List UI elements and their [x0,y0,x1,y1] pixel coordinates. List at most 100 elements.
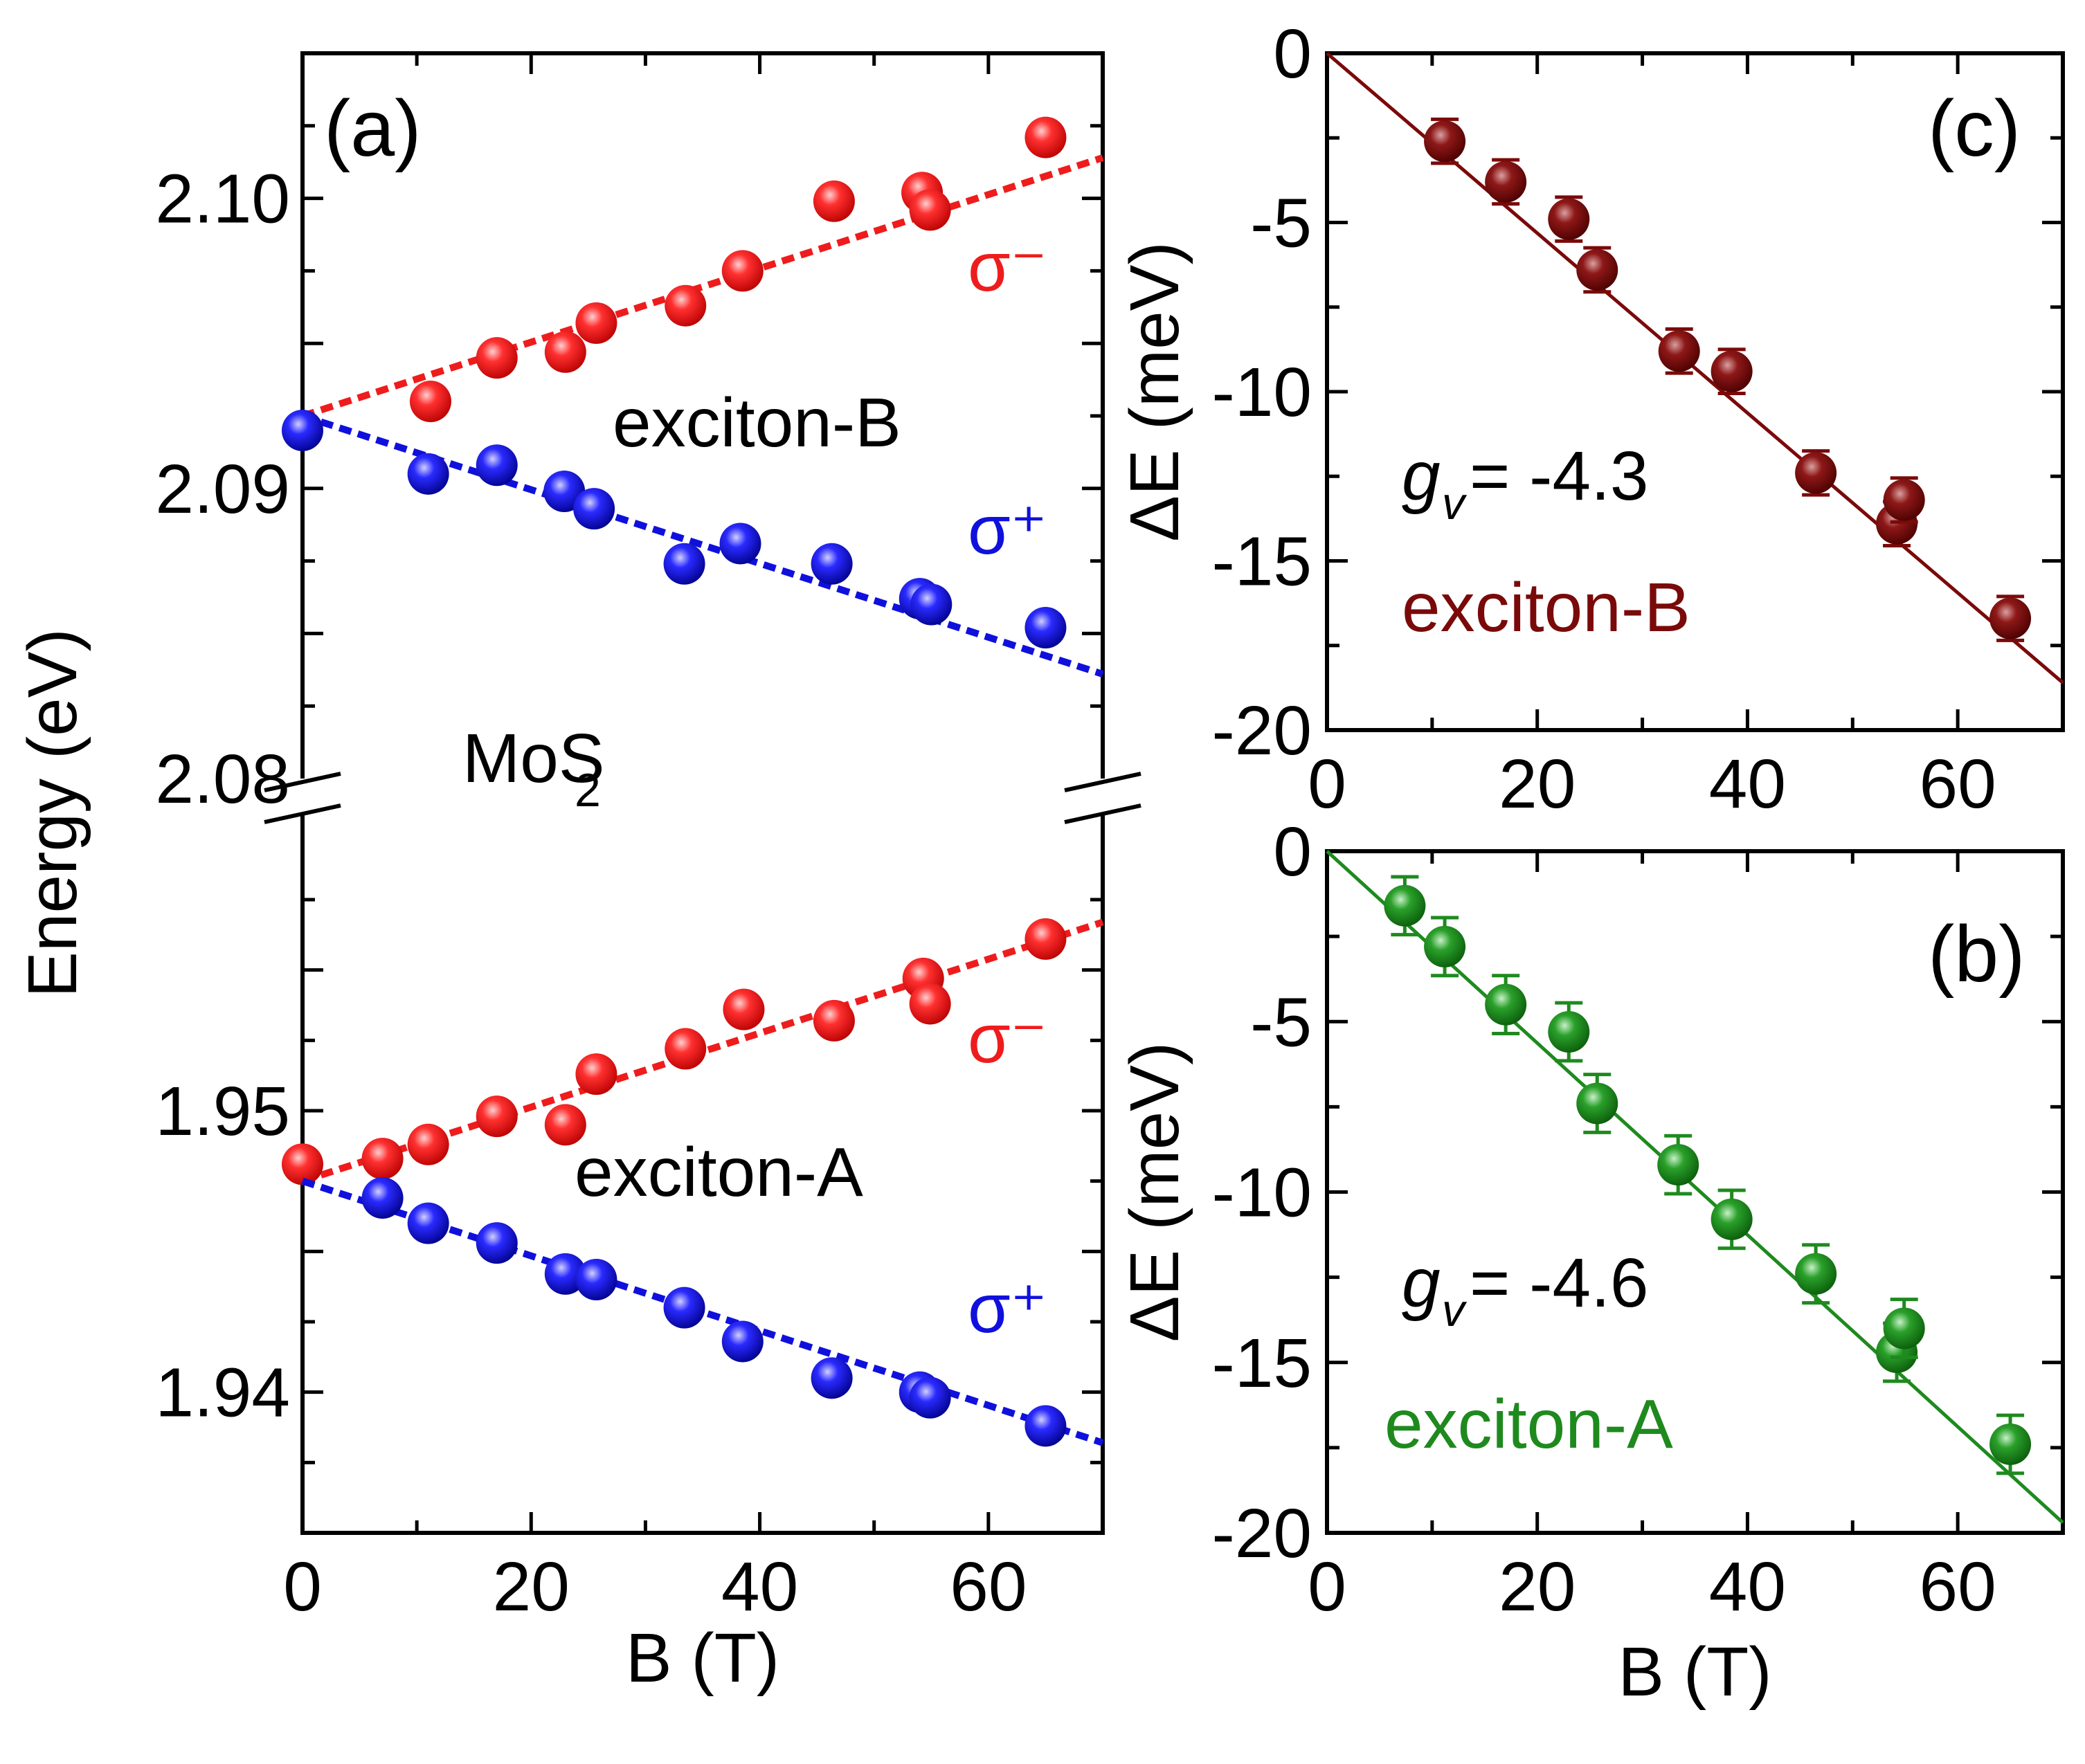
exciton-b-data-point [1025,607,1067,649]
data-point [1711,350,1753,392]
exciton-b-data-point [575,302,617,344]
data-point [1883,479,1925,521]
exciton-b-data-point [813,180,855,222]
exciton-a-data-point [909,983,951,1025]
x-axis-label: B (T) [626,1619,779,1697]
exciton-a-data-point [544,1253,586,1295]
y-tick-label: -20 [1211,692,1312,770]
exciton-b-data-point [665,284,707,327]
y-tick-label: -15 [1211,523,1312,601]
exciton-b-label: exciton-B [613,384,901,462]
x-tick-label: 0 [1308,1548,1346,1626]
y-axis-label: ΔE (meV) [1116,242,1193,542]
exciton-a-data-point [407,1123,449,1165]
exciton-b-data-point [544,331,586,373]
sigma-minus-label: σ⁻ [968,1000,1047,1078]
data-point [1548,1011,1590,1053]
y-tick-label: 2.08 [155,740,290,818]
exciton-a-data-point [1025,1405,1067,1447]
y-tick-label: 1.95 [155,1073,290,1150]
exciton-b-data-point [476,444,518,487]
data-point [1384,884,1426,927]
material-label-subscript: 2 [575,764,601,817]
g-factor-symbol: g [1402,1244,1441,1322]
exciton-a-data-point [361,1177,404,1219]
data-point [1485,983,1527,1026]
y-axis-label: ΔE (meV) [1116,1042,1193,1343]
exciton-a-data-point [909,1376,951,1419]
exciton-a-data-point [813,999,855,1042]
exciton-a-data-point [361,1138,404,1180]
sigma-plus-label: σ⁺ [968,491,1047,569]
panel-label: (b) [1928,910,2025,999]
exciton-b-data-point [282,409,323,451]
data-point [1711,1198,1753,1240]
y-tick-label: -10 [1211,354,1312,431]
panel-label-a: (a) [324,84,422,173]
sigma-plus-label: σ⁺ [968,1270,1047,1347]
y-tick-label: 2.09 [155,451,290,528]
exciton-b-data-point [909,189,951,231]
g-factor-subscript: v [1442,1284,1468,1336]
panel-c: 0 20 40 60 0 -5 -10 -15 -20 ΔE (meV) (c) g v = -4.3 e… [1116,15,2065,823]
exciton-b-fit-line [301,154,1104,419]
y-tick-label: -10 [1211,1154,1312,1232]
data-point [1548,198,1590,240]
y-tick-label: -5 [1250,185,1312,262]
data-point [1657,1144,1699,1186]
exciton-a-data-point [1025,918,1067,960]
panel-a: 0 20 40 60 B (T) 2.08 2.09 2.10 1.94 1.95 Energy (… [14,51,1141,1697]
exciton-b-data-point [573,488,615,530]
exciton-b-data-point [407,453,449,495]
y-tick-label: -20 [1211,1495,1312,1572]
data-point [1485,161,1527,203]
y-tick-label: 0 [1273,15,1312,93]
exciton-a-data-point [544,1104,586,1146]
exciton-a-data-point [476,1222,518,1264]
data-point [1576,1082,1618,1125]
exciton-a-data-point [282,1143,323,1185]
x-axis-label: B (T) [1618,1633,1771,1711]
exciton-a-data-point [575,1053,617,1095]
data-point [1989,597,2032,639]
exciton-a-data-point [476,1095,518,1138]
exciton-a-data-point [575,1259,617,1300]
x-tick-label: 40 [1709,745,1786,823]
data-point [1424,925,1466,967]
x-tick-label: 60 [1920,745,1996,823]
g-factor-symbol: g [1402,437,1441,515]
material-label: MoS [462,720,605,797]
axis-break-mark [264,772,341,792]
exciton-b-data-point [1025,116,1067,158]
exciton-a-data-point [723,988,765,1030]
y-tick-label: -5 [1250,983,1312,1061]
exciton-a-label: exciton-A [575,1134,863,1211]
x-tick-label: 40 [721,1548,798,1626]
g-factor-value: = -4.3 [1470,437,1649,515]
exciton-a-data-point [811,1357,853,1399]
exciton-b-data-point [719,522,761,565]
x-tick-label: 0 [1308,745,1346,823]
g-factor-subscript: v [1442,478,1468,529]
x-tick-label: 0 [283,1548,322,1626]
axis-break-mark [264,803,341,824]
y-tick-label: 0 [1273,813,1312,891]
data-point [1883,1307,1925,1349]
x-tick-label: 20 [1499,745,1576,823]
x-tick-label: 40 [1709,1548,1786,1626]
g-factor-value: = -4.6 [1470,1244,1649,1322]
series-label: exciton-B [1402,569,1690,646]
series-label: exciton-A [1384,1385,1673,1463]
data-point [1795,452,1837,494]
y-axis-label: Energy (eV) [14,628,91,998]
exciton-a-data-point [663,1286,705,1329]
axis-break-mark [1064,772,1141,792]
exciton-a-data-point [407,1202,449,1244]
exciton-b-data-point [409,381,451,423]
data-point [1576,248,1618,291]
exciton-b-data-point [476,337,518,379]
exciton-b-data-point [910,583,953,626]
data-point [1795,1253,1837,1295]
panel-label: (c) [1928,84,2021,173]
x-tick-label: 20 [493,1548,570,1626]
